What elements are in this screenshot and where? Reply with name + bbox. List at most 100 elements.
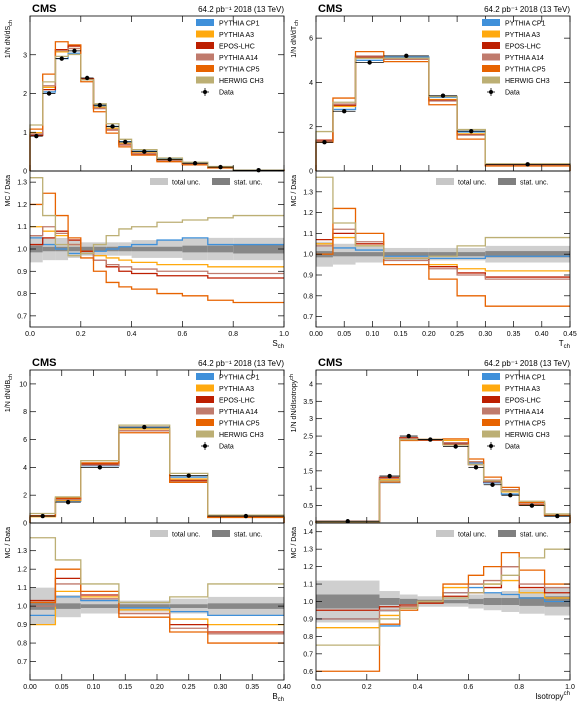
y-tick-label: 0 [309,169,313,176]
stat-unc-band [118,604,170,608]
stat-unc-band [483,598,502,605]
legend-swatch [482,65,500,72]
x-tick-label: 0.20 [422,331,436,338]
y-tick-label: 1.4 [303,529,313,536]
data-point [322,140,327,145]
y-tick-label: 1 [309,486,313,493]
y-tick-label: 1.3 [303,547,313,554]
y-tick-label: 0.5 [303,503,313,510]
x-tick-label: 0.30 [479,331,493,338]
legend-swatch [196,419,214,426]
legend-swatch [436,530,454,537]
legend-swatch [196,19,214,26]
y-axis-label-top: 1/N dN/dTch [291,20,300,58]
legend-entry: PYTHIA CP1 [505,375,546,382]
y-tick-label: 1.0 [303,252,313,259]
data-point [256,168,261,173]
legend-entry: PYTHIA A3 [505,386,540,393]
x-tick-label: 0.00 [309,331,323,338]
legend-entry: Data [219,90,234,97]
data-point [97,465,103,470]
legend-entry: PYTHIA CP1 [505,21,546,28]
y-axis-label-bottom: MC / Data [291,527,298,559]
y-tick-label: 0.9 [17,622,27,629]
panel-3: 0 2 4 6 8 10 0.7 0.8 0.9 1.0 1.1 1.2 1.3 0.00 0.05 0.10… [5,357,291,703]
y-tick-label: 0.8 [17,291,27,298]
stat-unc-band [457,252,486,257]
stat-unc-band [30,245,43,253]
y-axis-label-bottom: MC / Data [291,175,298,207]
x-tick-label: 0.40 [535,331,549,338]
mc-curve [29,53,285,171]
y-tick-label: 1.2 [17,567,27,574]
x-tick-label: 0.05 [55,684,69,691]
legend-entry: HERWIG CH3 [219,78,264,85]
data-point [110,124,115,129]
y-tick-label: 0 [23,521,27,528]
mc-curve [29,432,285,523]
x-tick-label: 0.35 [245,684,259,691]
legend-entry: PYTHIA CP5 [505,421,546,428]
data-point [142,149,147,154]
y-tick-label: 4 [23,465,27,472]
stat-unc-band [428,252,458,257]
y-tick-label: 8 [23,409,27,416]
y-tick-label: 2.5 [303,434,313,441]
legend-entry: stat. unc. [234,180,262,187]
data-point [555,513,560,519]
y-tick-label: 1.3 [303,189,313,196]
mc-curve [315,57,571,171]
x-tick-label: 0.8 [228,331,238,338]
stat-unc-band [207,603,284,609]
stat-unc-band [80,604,119,608]
legend-swatch [196,30,214,38]
legend-entry: HERWIG CH3 [505,78,550,85]
legend-swatch [196,384,214,392]
legend-data-marker [203,444,207,448]
y-tick-label: 0.9 [303,273,313,280]
ratio-curve [316,176,570,260]
x-tick-label: 0.15 [118,684,132,691]
legend-entry: PYTHIA CP5 [219,421,260,428]
stat-unc-band [68,246,81,252]
y-tick-label: 0.9 [17,269,27,276]
data-point [65,499,71,505]
x-tick-label: 1.0 [279,331,289,338]
stat-unc-band [93,246,107,252]
stat-unc-band [118,246,132,252]
stat-unc-band [399,598,418,605]
lumi-label: 64.2 pb⁻¹ 2018 (13 TeV) [198,5,284,14]
stat-unc-band [383,252,429,257]
legend-swatch [196,76,214,84]
mc-curve [29,424,285,523]
mc-curve [315,56,571,171]
lumi-label: 64.2 pb⁻¹ 2018 (13 TeV) [484,5,570,14]
x-axis-label: Tch [559,339,570,350]
data-point [167,157,172,162]
data-point [473,465,479,470]
data-point [192,161,198,166]
stat-unc-band [379,598,400,605]
y-tick-label: 1.3 [17,548,27,555]
y-axis-label-top: 1/N dN/dSch [5,20,14,58]
stat-unc-band [355,252,384,257]
y-tick-label: 1.0 [17,604,27,611]
mc-curve [315,438,571,523]
y-tick-label: 1.0 [17,247,27,254]
stat-unc-band [182,245,208,253]
y-tick-label: 3.5 [303,399,313,406]
legend-swatch [196,430,214,438]
legend-entry: PYTHIA A3 [505,32,540,39]
experiment-label: CMS [318,357,342,369]
legend-swatch [196,373,214,380]
lumi-label: 64.2 pb⁻¹ 2018 (13 TeV) [198,359,284,368]
legend-swatch [482,430,500,438]
legend-swatch [498,530,516,537]
legend-entry: PYTHIA CP5 [505,67,546,74]
y-tick-label: 6 [309,36,313,43]
x-tick-label: 0.00 [23,684,37,691]
panel-1: 0 1 2 3 0.7 0.8 0.9 1.0 1.1 1.2 1.3 0.0 0.2 0.4 0.6 0.8… [5,3,289,350]
data-point [46,91,52,96]
legend-swatch [498,178,516,185]
data-point [218,164,223,170]
